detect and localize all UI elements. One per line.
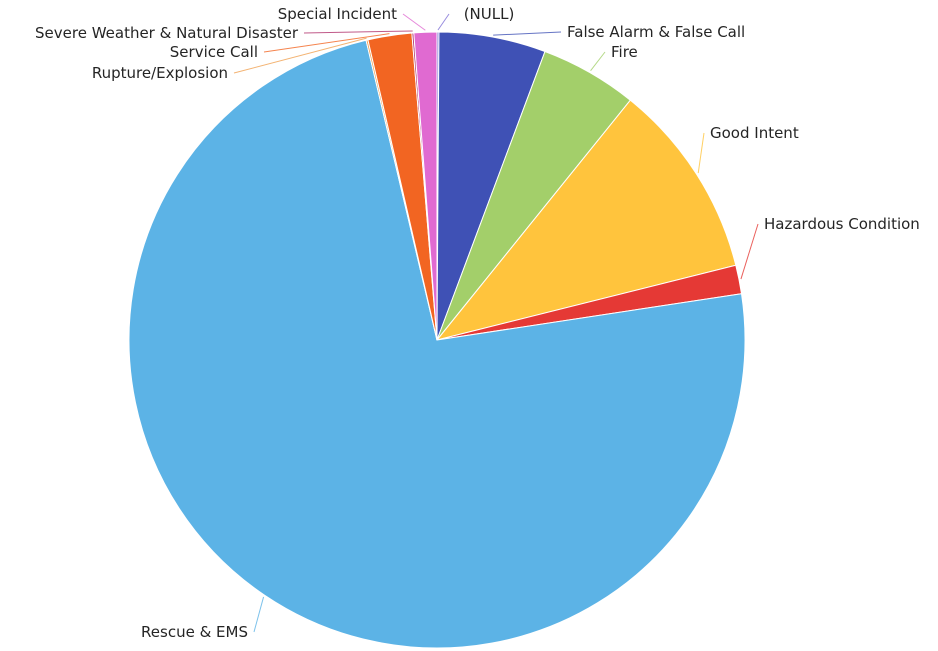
pie-slices [128, 31, 746, 649]
label-hazardous-condition: Hazardous Condition [764, 215, 920, 233]
label-fire: Fire [611, 43, 638, 61]
label-good-intent: Good Intent [710, 124, 799, 142]
leader-rescue-ems [253, 596, 265, 633]
leader-fire [590, 51, 606, 72]
leader-good-intent [697, 132, 705, 174]
slice-good-intent[interactable] [435, 99, 737, 341]
label-leader-lines [233, 13, 759, 633]
label-false-alarm-false-call: False Alarm & False Call [567, 23, 745, 41]
label-rescue-ems: Rescue & EMS [141, 623, 248, 641]
leader-severe-weather-natural-disaster [303, 30, 413, 34]
slice-rescue-ems[interactable] [128, 39, 746, 649]
leader-null [437, 13, 450, 31]
slice-labels: (NULL) False Alarm & False Call Fire Good I… [35, 5, 920, 641]
leader-service-call [263, 33, 390, 53]
label-rupture-explosion: Rupture/Explosion [92, 64, 228, 82]
leader-hazardous-condition [740, 223, 759, 280]
label-service-call: Service Call [170, 43, 258, 61]
leader-rupture-explosion [233, 37, 367, 74]
label-special-incident: Special Incident [278, 5, 397, 23]
slice-special-incident[interactable] [413, 31, 438, 341]
leader-false-alarm-false-call [493, 31, 562, 36]
label-severe-weather-natural-disaster: Severe Weather & Natural Disaster [35, 24, 299, 42]
leader-special-incident [402, 13, 426, 31]
label-null: (NULL) [464, 5, 515, 23]
